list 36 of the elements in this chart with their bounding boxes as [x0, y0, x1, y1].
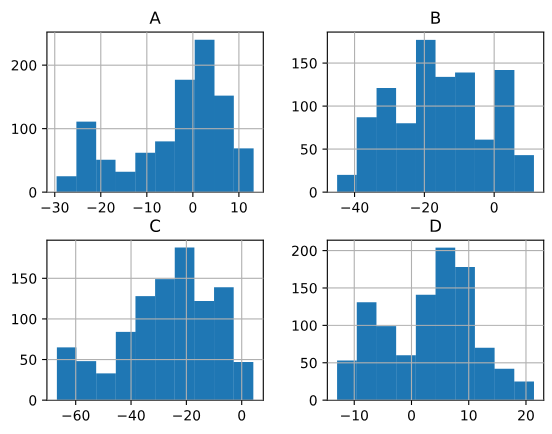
chart-title: A [150, 12, 161, 24]
y-tick-label: 0 [310, 395, 317, 406]
x-tick-label: −30 [42, 202, 68, 213]
y-tick-label: 150 [292, 282, 317, 294]
y-tick-label: 50 [20, 354, 36, 366]
y-tick-label: 0 [29, 187, 36, 198]
x-tick-label: 0 [408, 410, 415, 421]
x-tick-label: −10 [341, 410, 368, 421]
x-tick-label: −60 [62, 410, 90, 421]
y-tick-label: 0 [29, 395, 36, 406]
y-tick-label: 0 [310, 187, 317, 198]
x-tick-label: 10 [461, 410, 477, 421]
chart-title: C [150, 219, 160, 232]
x-tick-label: −20 [411, 202, 438, 213]
x-tick-label: 10 [232, 202, 247, 213]
y-tick-label: 50 [301, 144, 317, 155]
x-tick-label: −10 [134, 202, 161, 213]
y-tick-label: 150 [12, 273, 36, 284]
y-tick-label: 100 [292, 101, 317, 112]
y-tick-label: 100 [12, 314, 36, 324]
y-tick-label: 100 [12, 124, 36, 134]
x-tick-label: 0 [238, 410, 246, 421]
x-tick-label: 0 [490, 202, 498, 213]
x-tick-label: −40 [118, 410, 145, 421]
y-tick-label: 100 [292, 320, 317, 331]
y-tick-label: 200 [292, 246, 317, 256]
x-tick-label: −40 [341, 202, 368, 213]
chart-title: D [430, 220, 441, 232]
x-tick-label: −20 [88, 202, 115, 213]
y-tick-label: 150 [292, 58, 317, 69]
chart-title: B [431, 12, 440, 24]
x-tick-label: 20 [518, 410, 534, 421]
x-tick-label: 0 [189, 202, 196, 213]
y-tick-label: 50 [301, 358, 317, 368]
x-tick-label: −20 [173, 410, 200, 421]
y-tick-label: 200 [12, 60, 36, 71]
